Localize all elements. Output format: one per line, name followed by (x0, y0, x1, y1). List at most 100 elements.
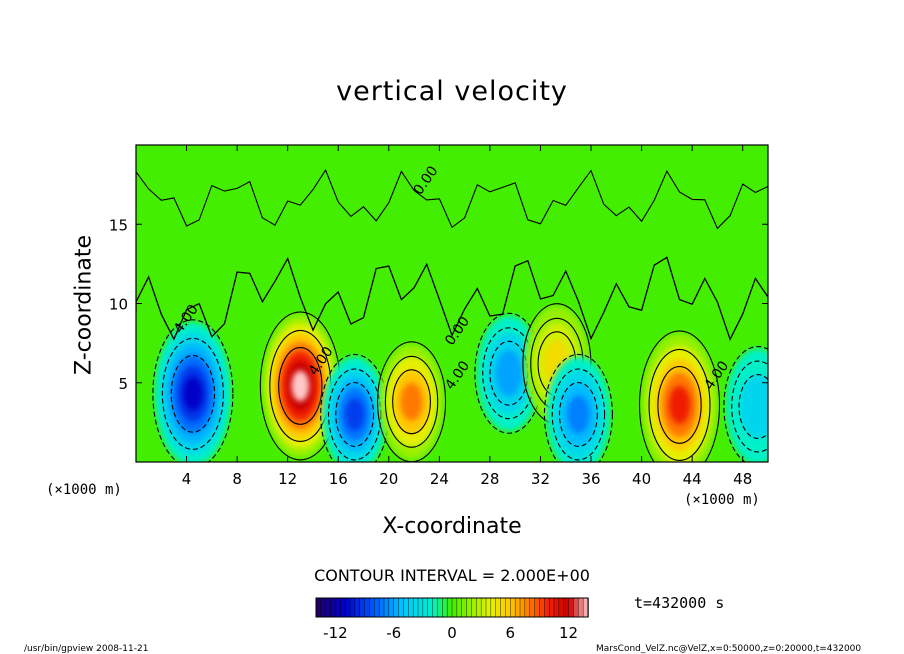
field-cell (668, 385, 691, 425)
colorbar-cell (330, 597, 337, 618)
field-cell (567, 395, 590, 434)
colorbar-cell (437, 597, 443, 618)
colorbar-cell (573, 597, 579, 618)
contour-interval-label: CONTOUR INTERVAL = 2.000E+00 (314, 566, 590, 585)
colorbar-cell (514, 597, 521, 618)
colorbar-cell (466, 597, 473, 618)
contour-line (731, 360, 768, 453)
footer-right: MarsCond_VelZ.nc@VelZ,x=0:50000,z=0:2000… (596, 644, 862, 654)
contour-line (551, 368, 606, 461)
y-tick-label: 10 (109, 296, 128, 314)
colorbar-cell (340, 597, 346, 618)
colorbar-cell (500, 597, 507, 618)
x-tick-label: 44 (683, 470, 702, 488)
contour-line (392, 369, 431, 435)
colorbar-cell (432, 597, 439, 618)
colorbar-cell (417, 597, 424, 618)
colorbar-tick-label: -6 (386, 624, 401, 642)
contour-line (384, 355, 439, 448)
colorbar-cell (335, 597, 341, 618)
colorbar-cell (539, 597, 545, 618)
contour-line (648, 348, 711, 462)
field-cell (739, 374, 768, 439)
colorbar-cell (495, 597, 502, 618)
footer-left: /usr/bin/gpview 2008-11-21 (24, 644, 149, 654)
x-tick-label: 48 (733, 470, 752, 488)
colorbar-cell (354, 597, 361, 618)
contour-line (558, 381, 598, 447)
colorbar-cell (349, 597, 356, 618)
x-tick-label: 24 (430, 470, 449, 488)
colorbar-cell (446, 597, 453, 618)
colorbar-cell (412, 597, 419, 618)
colorbar-cell (325, 597, 332, 618)
x-tick-label: 36 (581, 470, 600, 488)
contour-line (738, 374, 768, 439)
contour-zero-line (136, 256, 768, 341)
time-label: t=432000 s (634, 594, 725, 612)
colorbar-tick-label: -12 (323, 624, 348, 642)
colorbar-cell (369, 597, 375, 618)
field-cell (345, 398, 365, 431)
colorbar-cell (408, 597, 414, 618)
x-axis-label: X-coordinate (382, 514, 522, 539)
contour-line (278, 347, 323, 425)
x-unit-right: (×1000 m) (684, 492, 760, 508)
colorbar-cell (388, 597, 395, 618)
contour-upper-line (136, 168, 768, 230)
colorbar-cell (490, 597, 497, 618)
contour-line (152, 319, 234, 462)
colorbar-cell (344, 597, 351, 618)
colorbar-cell (315, 597, 322, 618)
colorbar-cell (383, 597, 390, 618)
colorbar-cell (548, 597, 555, 618)
x-tick-label: 4 (182, 470, 192, 488)
colorbar-cell (519, 597, 526, 618)
colorbar-cell (563, 597, 570, 618)
contour-line (543, 353, 613, 462)
colorbar-cell (476, 597, 482, 618)
x-tick-label: 20 (379, 470, 398, 488)
field-cell (495, 349, 523, 397)
x-tick-label: 28 (480, 470, 499, 488)
contour-line (638, 330, 721, 462)
contour-line (161, 337, 224, 450)
contour-line (723, 345, 768, 462)
colorbar-cell (534, 597, 541, 618)
colorbar-cell (393, 597, 400, 618)
colorbar-cell (480, 597, 487, 618)
colorbar-cell (422, 597, 429, 618)
colorbar-cell (529, 597, 536, 618)
field-cell (183, 376, 203, 411)
colorbar-cell (510, 597, 516, 618)
colorbar-cell (427, 597, 434, 618)
field-cell (291, 370, 310, 402)
colorbar-cell (558, 597, 565, 618)
contour-line (335, 381, 375, 447)
colorbar-tick-label: 6 (506, 624, 516, 642)
x-tick-label: 32 (531, 470, 550, 488)
colorbar-cell (320, 597, 327, 618)
y-tick-label: 5 (118, 375, 128, 393)
field-cell (400, 382, 423, 421)
x-tick-label: 12 (278, 470, 297, 488)
colorbar-cell (364, 597, 371, 618)
x-tick-label: 8 (232, 470, 242, 488)
colorbar-cell (544, 597, 550, 618)
colorbar-cell (403, 597, 409, 618)
contour-line (657, 366, 702, 444)
x-unit-left: (×1000 m) (46, 482, 122, 498)
colorbar-frame (315, 597, 589, 618)
y-tick-label: 15 (109, 216, 128, 234)
x-tick-label: 40 (632, 470, 651, 488)
colorbar-cell (374, 597, 380, 618)
colorbar-cell (359, 597, 366, 618)
colorbar-cell (524, 597, 531, 618)
colorbar-cell (553, 597, 560, 618)
colorbar-cell (505, 597, 511, 618)
colorbar-cell (442, 597, 448, 618)
chart-title: vertical velocity (336, 76, 568, 107)
colorbar-cell (461, 597, 468, 618)
